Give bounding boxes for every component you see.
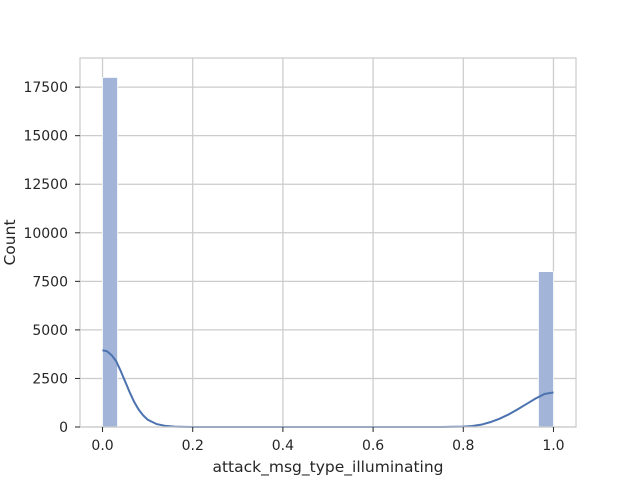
x-tick-label: 0.0 [91,438,113,454]
x-tick-label: 0.8 [452,438,474,454]
plot-area [79,57,577,428]
y-tick-label: 0 [59,420,68,436]
histogram-bar [538,271,554,428]
x-axis-ticks: 0.0 0.2 0.4 0.6 0.8 1.0 [91,427,565,454]
grid [80,58,576,428]
x-tick-label: 1.0 [542,438,564,454]
x-tick-label: 0.2 [182,438,204,454]
y-tick-label: 15000 [23,129,68,145]
y-tick-label: 7500 [32,274,68,290]
x-tick-label: 0.4 [272,438,294,454]
histogram-bar [102,77,118,428]
y-tick-label: 17500 [23,80,68,96]
y-axis-ticks: 0 2500 5000 7500 10000 12500 15000 17500 [23,80,80,436]
y-tick-label: 10000 [23,226,68,242]
y-tick-label: 2500 [32,371,68,387]
x-tick-label: 0.6 [362,438,384,454]
y-tick-label: 12500 [23,177,68,193]
axes-frame [79,57,577,428]
x-axis-label: attack_msg_type_illuminating [212,458,443,477]
y-axis-label: Count [1,219,19,265]
y-tick-label: 5000 [32,323,68,339]
